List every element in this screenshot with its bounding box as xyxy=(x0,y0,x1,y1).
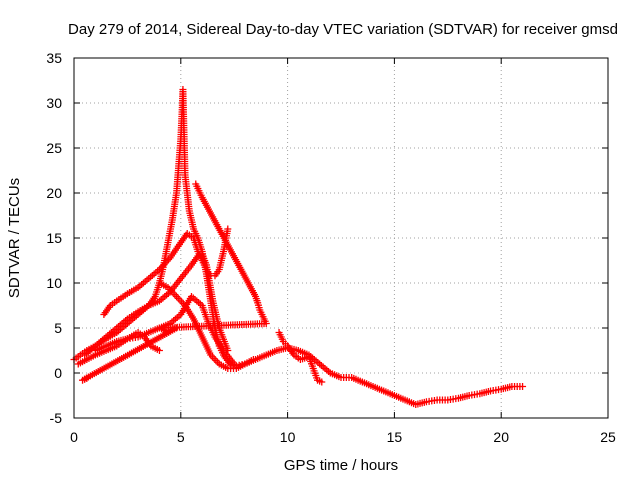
tick-labels: 0 5 10 15 20 25 -5 0 5 10 15 20 25 30 35 xyxy=(46,50,616,445)
x-tick-label: 10 xyxy=(280,429,296,445)
data-point xyxy=(173,293,181,300)
y-axis-label: SDTVAR / TECUs xyxy=(6,178,23,298)
data-point xyxy=(155,266,163,273)
y-tick-label: 15 xyxy=(46,230,62,246)
data-point xyxy=(165,255,173,263)
data-point xyxy=(160,260,168,268)
data-marks xyxy=(70,86,527,408)
y-tick-label: 5 xyxy=(54,320,62,336)
data-point xyxy=(318,378,326,386)
x-tick-label: 15 xyxy=(387,429,403,445)
y-tick-label: -5 xyxy=(50,410,63,426)
data-point xyxy=(519,383,527,390)
data-point xyxy=(83,374,91,382)
x-tick-label: 20 xyxy=(493,429,509,445)
data-point xyxy=(155,347,163,354)
x-tick-label: 0 xyxy=(70,429,78,445)
data-point xyxy=(162,259,170,267)
grid xyxy=(74,58,608,418)
x-tick-label: 5 xyxy=(177,429,185,445)
x-tick-label: 25 xyxy=(600,429,616,445)
y-tick-label: 30 xyxy=(46,95,62,111)
y-tick-label: 20 xyxy=(46,185,62,201)
data-point xyxy=(163,257,171,265)
plot-frame xyxy=(73,57,609,419)
data-point xyxy=(230,360,238,368)
data-point xyxy=(157,264,165,272)
data-point xyxy=(224,225,232,233)
y-tick-label: 0 xyxy=(54,365,62,381)
y-tick-label: 10 xyxy=(46,275,62,291)
data-point xyxy=(158,262,166,270)
y-tick-label: 35 xyxy=(46,50,62,66)
chart-title: Day 279 of 2014, Sidereal Day-to-day VTE… xyxy=(68,21,618,38)
x-axis-label: GPS time / hours xyxy=(284,457,398,474)
y-tick-label: 25 xyxy=(46,140,62,156)
